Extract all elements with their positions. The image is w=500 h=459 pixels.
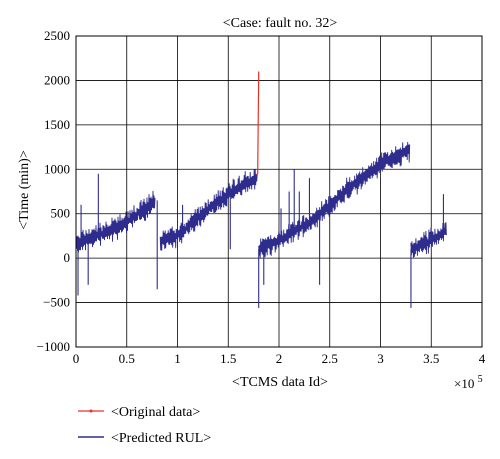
x-tick-label: 1	[174, 351, 181, 366]
legend-item-original: <Original data>	[78, 405, 200, 420]
y-tick-label: 1500	[44, 117, 70, 132]
y-tick-label: 2500	[44, 28, 70, 43]
original-segment-2	[257, 71, 260, 174]
legend-marker-original	[89, 409, 93, 413]
y-tick-label: −1000	[37, 339, 70, 354]
legend-label-original: <Original data>	[111, 405, 200, 420]
x-axis-multiplier: ×10 5	[454, 374, 483, 391]
x-tick-label: 0	[73, 351, 80, 366]
series-predicted-rul	[75, 141, 447, 308]
x-tick-label: 3.5	[423, 351, 439, 366]
plot-frame	[75, 35, 483, 348]
x-tick-label: 2	[276, 351, 283, 366]
x-tick-label: 4	[479, 351, 486, 366]
x-axis-ticks: 0 0.5 1 1.5 2 2.5 3 3.5 4	[73, 351, 486, 366]
predicted-segment-3	[410, 222, 447, 258]
y-tick-label: 500	[51, 206, 71, 221]
grid-lines	[75, 35, 483, 348]
y-tick-label: 1000	[44, 161, 70, 176]
x-tick-label: 2.5	[322, 351, 338, 366]
legend-label-predicted: <Predicted RUL>	[111, 431, 211, 446]
x-multiplier-base: ×10	[454, 376, 474, 391]
predicted-segment-2	[258, 141, 411, 259]
predicted-segment-0	[75, 190, 156, 253]
y-axis-ticks: −1000 −500 0 500 1000 1500 2000 2500	[37, 28, 70, 354]
y-tick-label: 2000	[44, 72, 70, 87]
predicted-segment-1	[159, 169, 258, 251]
y-axis-label: <Time (min)>	[17, 150, 32, 230]
y-tick-label: −500	[43, 295, 70, 310]
x-axis-label: <TCMS data Id>	[232, 375, 328, 390]
legend-item-predicted: <Predicted RUL>	[78, 431, 211, 446]
x-tick-label: 0.5	[119, 351, 135, 366]
x-multiplier-exponent: 5	[478, 374, 483, 385]
x-tick-label: 3	[377, 351, 384, 366]
x-tick-label: 1.5	[220, 351, 236, 366]
chart-title: <Case: fault no. 32>	[223, 16, 338, 31]
y-tick-label: 0	[64, 250, 71, 265]
legend: <Original data> <Predicted RUL>	[78, 405, 211, 446]
